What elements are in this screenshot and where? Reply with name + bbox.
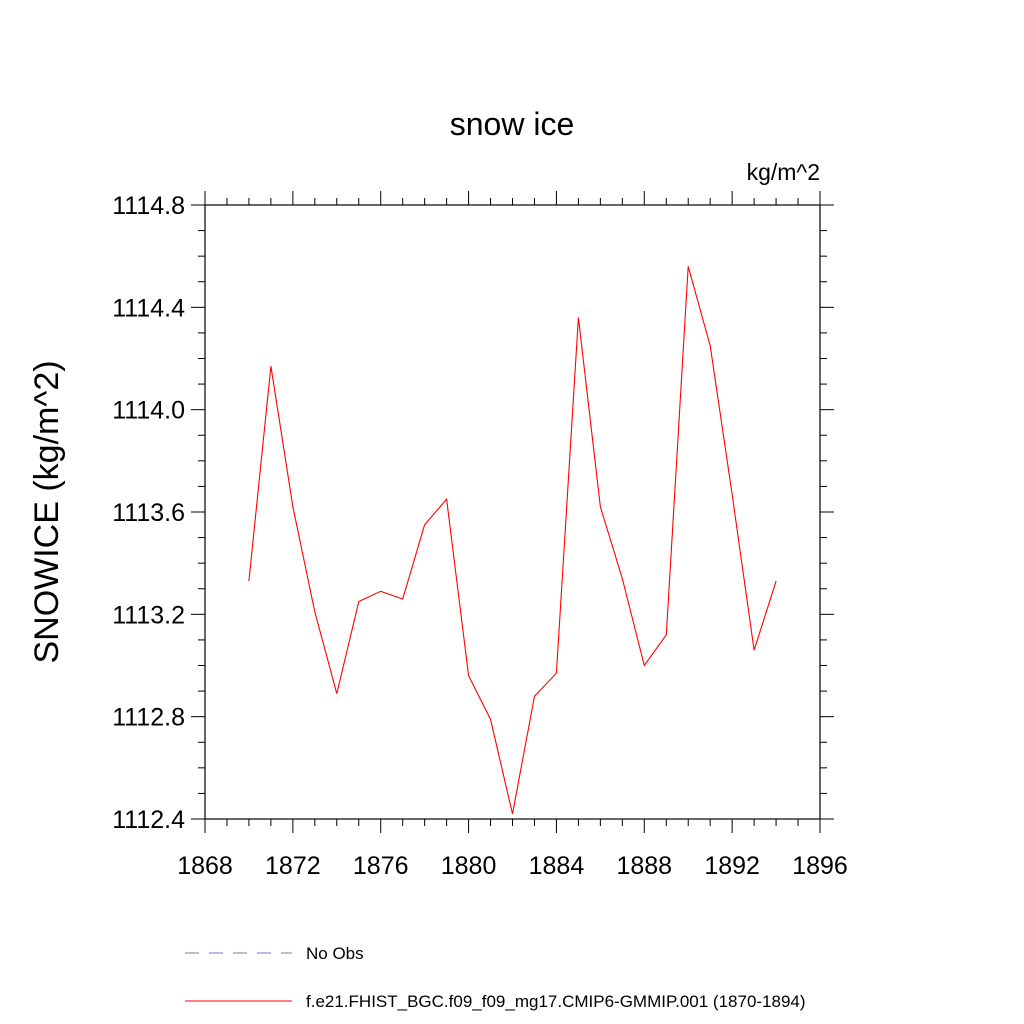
y-tick-label: 1112.4 [112,806,185,834]
x-tick-label: 1892 [704,852,760,880]
axis-tick-labels: 1868 1872 1876 1880 1884 1888 1892 1896 1112.4 11… [112,192,848,880]
y-tick-label: 1114.0 [112,397,185,425]
legend-label-no-obs: No Obs [306,944,364,963]
series-group [248,266,777,815]
x-tick-label: 1884 [529,852,585,880]
x-tick-label: 1896 [792,852,848,880]
x-tick-label: 1872 [265,852,321,880]
y-tick-label: 1114.8 [112,192,185,220]
y-tick-label: 1113.6 [112,499,185,527]
y-tick-label: 1112.8 [112,704,185,732]
x-tick-label: 1880 [441,852,497,880]
x-tick-label: 1876 [353,852,409,880]
y-axis-label: SNOWICE (kg/m^2) [28,360,66,663]
units-label: kg/m^2 [747,159,820,185]
plot-frame [204,204,821,820]
x-tick-label: 1888 [616,852,672,880]
series-line-0 [248,266,777,815]
y-tick-label: 1113.2 [112,601,185,629]
y-tick-label: 1114.4 [112,294,185,322]
legend-label-model: f.e21.FHIST_BGC.f09_f09_mg17.CMIP6-GMMIP… [306,992,806,1011]
axis-ticks [191,191,834,833]
x-tick-label: 1868 [177,852,233,880]
chart-title: snow ice [450,106,575,142]
legend: No Obs f.e21.FHIST_BGC.f09_f09_mg17.CMIP… [185,944,806,1011]
